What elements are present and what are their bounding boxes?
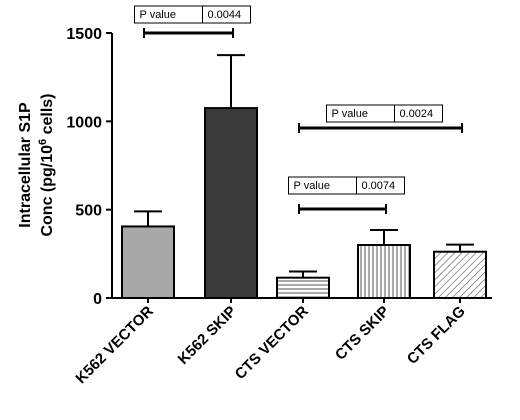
y-tick-label: 1500 [66, 26, 102, 43]
p-value-number-cell [394, 104, 443, 123]
y-axis-title-line2-post: cells) [39, 93, 56, 138]
y-axis-title-line2-pre: Conc (pg/10 [39, 145, 56, 237]
x-tick-label: CTS VECTOR [232, 303, 312, 383]
p-value-label: P value [294, 180, 331, 192]
y-tick-label: 0 [93, 291, 102, 308]
p-value-number: 0.0074 [362, 180, 396, 192]
x-tick-label: K562 SKIP [175, 303, 240, 368]
bar [121, 225, 175, 299]
p-value-number-cell [202, 5, 251, 24]
y-tick-label: 500 [75, 203, 102, 220]
comparisons: P value 0.0044 P value 0.0024 P value 0.0074 [134, 5, 463, 214]
p-value-number-cell [356, 176, 405, 195]
p-value-label: P value [140, 9, 177, 21]
y-axis-title: Intracellular S1P Conc (pg/106 cells) [17, 93, 56, 236]
x-tick-label: CTS SKIP [332, 303, 393, 364]
bar [357, 244, 411, 299]
p-value-label: P value [332, 108, 369, 120]
p-value-number: 0.0024 [400, 108, 434, 120]
p-value-number: 0.0044 [208, 9, 242, 21]
x-tick-label: CTS FLAG [404, 303, 469, 368]
bar [433, 250, 487, 299]
y-axis-title-line2: Conc (pg/106 cells) [37, 93, 56, 236]
bar [204, 107, 258, 300]
x-tick-label: K562 VECTOR [72, 303, 156, 387]
bar [276, 276, 330, 299]
y-axis-title-line2-sup: 6 [37, 139, 49, 145]
y-axis-title-line1: Intracellular S1P [17, 102, 34, 228]
y-tick-label: 1000 [66, 114, 102, 131]
